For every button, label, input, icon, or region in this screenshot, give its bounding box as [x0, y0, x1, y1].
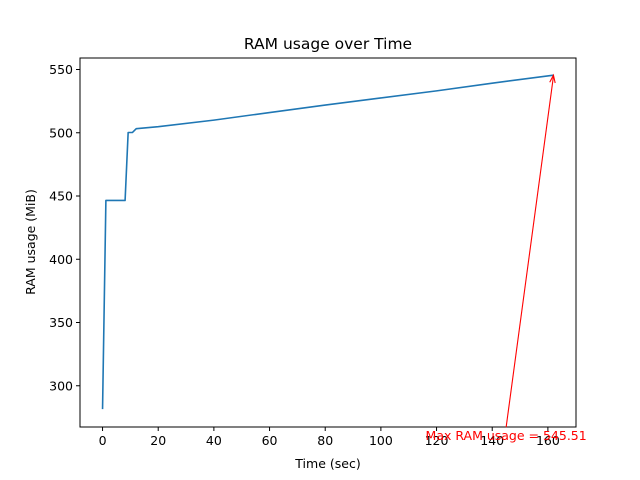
chart-title: RAM usage over Time [244, 35, 412, 53]
annotation-arrow-line [505, 76, 554, 428]
x-axis: 0 20 40 60 80 100 120 140 160 [99, 427, 560, 448]
x-tick-label: 0 [99, 433, 107, 448]
y-tick-label: 550 [49, 62, 73, 77]
y-tick-label: 450 [49, 189, 73, 204]
x-tick-label: 20 [150, 433, 166, 448]
annotation-arrow-head [549, 73, 556, 84]
x-tick-label: 100 [369, 433, 393, 448]
y-axis: 300 350 400 450 500 550 [49, 62, 80, 393]
x-tick-label: 60 [262, 433, 278, 448]
x-tick-label: 80 [317, 433, 333, 448]
x-tick-label: 140 [480, 433, 504, 448]
max-annotation: Max RAM usage = 545.51 [426, 73, 587, 443]
x-tick-label: 120 [425, 433, 449, 448]
y-tick-label: 300 [49, 378, 73, 393]
y-axis-label: RAM usage (MiB) [23, 189, 38, 295]
y-tick-label: 400 [49, 252, 73, 267]
annotation-text: Max RAM usage = 545.51 [426, 428, 587, 443]
x-tick-label: 40 [206, 433, 222, 448]
x-axis-label: Time (sec) [294, 456, 360, 471]
x-tick-label: 160 [536, 433, 560, 448]
series-layer [101, 74, 554, 410]
plot-area-frame [79, 57, 577, 428]
ram-usage-line [101, 74, 554, 410]
y-tick-label: 350 [49, 315, 73, 330]
y-tick-label: 500 [49, 125, 73, 140]
